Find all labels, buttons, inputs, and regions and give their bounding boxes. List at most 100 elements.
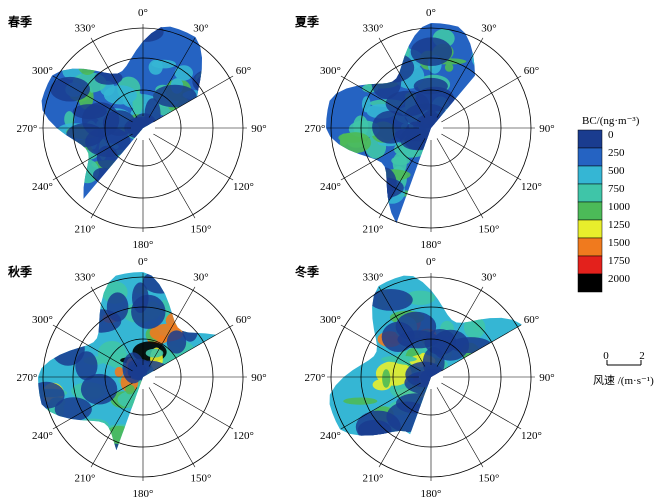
angle-tick-label: 300° [32, 65, 53, 77]
angle-tick-label: 270° [305, 123, 326, 135]
polar-spoke [436, 387, 484, 468]
polar-spoke [153, 382, 234, 430]
polar-spoke [148, 286, 196, 367]
angle-tick-label: 150° [191, 473, 212, 485]
polar-spoke [148, 37, 196, 118]
polar-spoke [436, 286, 484, 367]
polar-spoke [441, 133, 522, 181]
legend-color-box [577, 165, 603, 185]
angle-tick-label: 150° [191, 224, 212, 236]
legend-color-box [577, 255, 603, 275]
legend-level-label: 500 [608, 165, 625, 177]
angle-tick-label: 90° [251, 372, 266, 384]
legend-level-label: 1000 [608, 201, 631, 213]
polar-panel-1: 0° 30° 60° 90° 120° 150° 180° 210° 240° 270° 300° 3… [7, 7, 267, 251]
panel-title: 秋季 [8, 264, 33, 279]
polar-panel-2: 0° 30° 60° 90° 120° 150° 180° 210° 240° 270° 300° 3… [295, 7, 555, 251]
angle-tick-label: 150° [479, 224, 500, 236]
angle-tick-label: 210° [75, 473, 96, 485]
legend-level-label: 1750 [608, 255, 631, 267]
angle-tick-label: 60° [236, 65, 251, 77]
speed-scale-min: 0 [603, 350, 609, 362]
angle-tick-label: 0° [138, 256, 148, 268]
polar-spoke [90, 387, 138, 468]
angle-tick-label: 180° [421, 239, 442, 251]
angle-tick-label: 0° [426, 7, 436, 19]
wind-speed-scale: 0 2 风速 /(m·s⁻¹) [593, 350, 654, 387]
legend-color-box [577, 219, 603, 239]
legend-level-labels: 0 250 500 750 1000 1250 1500 1750 2000 [608, 129, 631, 285]
legend-color-box [577, 129, 603, 149]
polar-spoke [436, 138, 484, 219]
angle-tick-label: 210° [75, 224, 96, 236]
panel-title: 春季 [7, 14, 33, 29]
speed-scale-max: 2 [639, 350, 645, 362]
angle-tick-label: 180° [133, 239, 154, 251]
angle-tick-label: 270° [17, 123, 38, 135]
angle-tick-label: 0° [426, 256, 436, 268]
panel-title: 夏季 [295, 14, 320, 29]
polar-spoke [90, 286, 138, 367]
polar-spoke [52, 133, 133, 181]
legend-color-box [577, 147, 603, 167]
legend-color-box [577, 237, 603, 257]
polar-spoke [153, 324, 234, 372]
polar-spoke [90, 138, 138, 219]
polar-spoke [153, 75, 234, 123]
angle-tick-label: 210° [363, 473, 384, 485]
angle-tick-label: 90° [539, 123, 554, 135]
angle-tick-label: 240° [32, 181, 53, 193]
polar-spoke [340, 75, 421, 123]
angle-tick-label: 270° [17, 372, 38, 384]
legend-color-box [577, 201, 603, 221]
polar-spoke [340, 382, 421, 430]
polar-spoke [378, 286, 426, 367]
polar-spoke [52, 75, 133, 123]
angle-tick-label: 300° [32, 314, 53, 326]
angle-tick-label: 30° [481, 23, 496, 35]
speed-scale-label: 风速 /(m·s⁻¹) [593, 374, 654, 387]
polar-spoke [52, 324, 133, 372]
angle-tick-label: 30° [481, 272, 496, 284]
angle-tick-label: 60° [524, 314, 539, 326]
angle-tick-label: 330° [363, 272, 384, 284]
angle-tick-label: 240° [32, 430, 53, 442]
angle-tick-label: 120° [521, 181, 542, 193]
polar-spoke [340, 324, 421, 372]
legend-level-label: 2000 [608, 273, 631, 285]
polar-spoke [441, 382, 522, 430]
polar-panel-3: 0° 30° 60° 90° 120° 150° 180° 210° 240° 270° 300° 3… [8, 256, 267, 500]
angle-tick-label: 60° [524, 65, 539, 77]
polar-spoke [340, 133, 421, 181]
angle-tick-label: 330° [75, 23, 96, 35]
angle-tick-label: 120° [233, 181, 254, 193]
polar-spoke [441, 75, 522, 123]
angle-tick-label: 330° [75, 272, 96, 284]
angle-tick-label: 300° [320, 314, 341, 326]
legend-level-label: 750 [608, 183, 625, 195]
polar-panels: 0° 30° 60° 90° 120° 150° 180° 210° 240° 270° 300° 3… [7, 7, 555, 500]
angle-tick-label: 180° [133, 488, 154, 500]
polar-spoke [148, 387, 196, 468]
bc-color-legend: BC/(ng·m⁻³) 0 250 500 750 1000 1250 1500 1750 20… [577, 115, 640, 293]
legend-level-label: 0 [608, 129, 614, 141]
angle-tick-label: 150° [479, 473, 500, 485]
legend-color-boxes [577, 129, 603, 293]
panel-title: 冬季 [295, 264, 320, 279]
angle-tick-label: 120° [521, 430, 542, 442]
angle-tick-label: 180° [421, 488, 442, 500]
angle-tick-label: 120° [233, 430, 254, 442]
polar-spoke [436, 37, 484, 118]
polar-spoke [378, 138, 426, 219]
angle-tick-label: 240° [320, 430, 341, 442]
angle-tick-label: 330° [363, 23, 384, 35]
angle-tick-label: 30° [193, 23, 208, 35]
polar-spoke [441, 324, 522, 372]
polar-panel-4: 0° 30° 60° 90° 120° 150° 180° 210° 240° 270° 300° 3… [295, 256, 555, 500]
polar-spoke [378, 387, 426, 468]
angle-tick-label: 240° [320, 181, 341, 193]
angle-tick-label: 300° [320, 65, 341, 77]
legend-level-label: 250 [608, 147, 625, 159]
polar-spoke [90, 37, 138, 118]
